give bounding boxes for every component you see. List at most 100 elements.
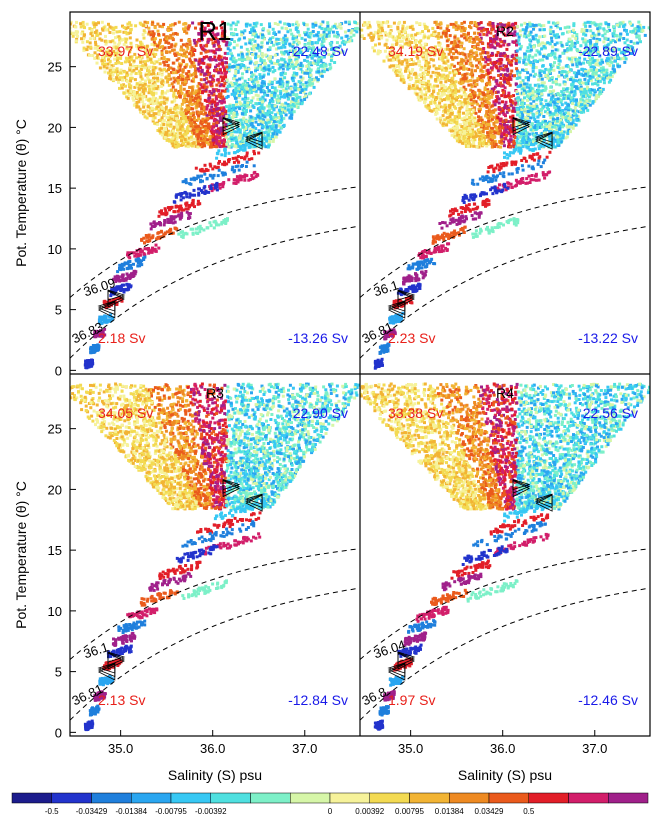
r1-point xyxy=(148,100,152,104)
r1-point xyxy=(122,267,126,271)
r1-point xyxy=(145,97,149,101)
r1-point xyxy=(283,72,287,76)
r1-point xyxy=(305,64,309,68)
r1-point xyxy=(70,20,73,24)
r1-point xyxy=(240,121,244,125)
r2-point xyxy=(569,108,573,112)
r2-point xyxy=(571,126,575,130)
r1-point xyxy=(199,110,203,114)
r1-point xyxy=(165,97,169,101)
r1-point xyxy=(211,125,215,129)
r1-point xyxy=(205,77,209,80)
r2-point xyxy=(479,62,483,66)
r1-point xyxy=(181,180,185,184)
r1-point xyxy=(194,177,198,181)
r1-point xyxy=(143,253,147,257)
r1-point xyxy=(160,90,164,93)
r1-point xyxy=(106,318,110,322)
r1-point xyxy=(100,38,104,42)
r1-point xyxy=(220,79,224,83)
r1-point xyxy=(294,86,297,90)
r1-point xyxy=(114,289,118,293)
r1-point xyxy=(104,301,108,305)
r1-point xyxy=(184,139,188,143)
r1-point xyxy=(136,255,140,259)
r2-point xyxy=(393,69,397,73)
r1-point xyxy=(151,246,154,250)
r1-point xyxy=(175,137,179,141)
r1-point xyxy=(284,113,288,117)
r1-point xyxy=(210,102,214,106)
r1-point xyxy=(115,30,119,34)
r1-point xyxy=(67,24,70,27)
r1-point xyxy=(159,211,163,215)
r2-point xyxy=(468,39,472,43)
r1-point xyxy=(239,118,243,122)
r1-point xyxy=(250,85,254,89)
r1-point xyxy=(190,128,194,132)
r2-point xyxy=(518,76,522,80)
r1-point xyxy=(291,37,295,41)
r1-point xyxy=(106,52,110,56)
r2-point xyxy=(483,86,487,90)
r1-point xyxy=(132,68,136,72)
r1-point xyxy=(250,71,253,75)
r1-point xyxy=(303,31,306,35)
r1-point xyxy=(103,315,107,319)
r1-point xyxy=(201,117,205,121)
r1-point xyxy=(305,69,309,73)
r1-point xyxy=(140,237,144,241)
r1-point xyxy=(304,81,308,85)
r1-point xyxy=(158,40,162,44)
r1-point xyxy=(286,67,290,71)
r1-point xyxy=(217,71,221,75)
r1-point xyxy=(210,110,214,114)
r1-point xyxy=(178,107,182,111)
r1-point xyxy=(262,81,266,85)
r2-point xyxy=(387,53,391,57)
r1-point xyxy=(133,52,137,56)
r1-point xyxy=(219,55,223,59)
r1-point xyxy=(314,62,318,65)
r1-point xyxy=(236,149,240,153)
r1-point xyxy=(171,61,175,65)
r1-point xyxy=(173,115,177,119)
r1-point xyxy=(286,108,290,112)
r1-point xyxy=(161,45,165,49)
r1-point xyxy=(143,49,147,53)
r2-point xyxy=(470,144,473,148)
r1-point xyxy=(187,24,191,28)
r1-point xyxy=(208,135,212,139)
r1-point xyxy=(129,84,133,88)
r2-scatter-points xyxy=(360,20,650,370)
r1-point xyxy=(273,91,277,95)
r1-point xyxy=(153,116,157,120)
r2-point xyxy=(490,145,494,149)
r1-point xyxy=(115,296,119,300)
r1-point xyxy=(278,37,281,41)
r1-point xyxy=(288,60,292,64)
r1-point xyxy=(172,91,176,95)
r2-point xyxy=(544,85,548,89)
r1-point xyxy=(249,109,253,113)
r2-point xyxy=(410,51,413,55)
r2-point xyxy=(593,88,596,92)
r1-point xyxy=(243,68,247,71)
r2-point xyxy=(557,62,561,66)
r1-point xyxy=(291,103,295,106)
r1-point xyxy=(211,113,215,117)
r1-point xyxy=(157,32,161,36)
r1-point xyxy=(245,174,249,178)
r1-point xyxy=(317,57,321,61)
r1-point xyxy=(206,138,210,142)
r1-point xyxy=(227,151,231,155)
r1-point xyxy=(318,56,322,60)
r1-point xyxy=(81,30,85,34)
r1-point xyxy=(179,194,183,198)
r1-point xyxy=(246,57,250,61)
r1-point xyxy=(206,39,210,43)
r1-point xyxy=(111,68,115,72)
r1-point xyxy=(232,56,236,60)
r1-point xyxy=(147,233,151,237)
r2-point xyxy=(502,32,506,36)
